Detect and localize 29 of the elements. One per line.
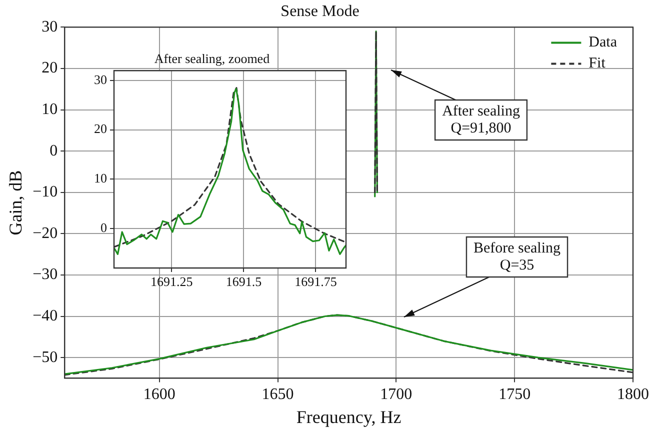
y-tick-label: 30 [42,18,58,36]
x-tick-label: 1600 [143,386,176,404]
y-tick-label: −10 [32,184,58,201]
annotation: Before sealing Q=35 [473,240,562,274]
legend-label: Data [588,34,618,51]
y-tick-label: −50 [32,348,58,366]
legend-label: Fit [588,56,606,72]
y-tick-label: 20 [42,60,58,77]
annotation: After sealing Q=91,800 [442,103,520,136]
y-tick-label: 10 [42,100,58,118]
x-tick-label: 1691.5 [226,274,262,290]
y-tick-label: 10 [94,170,107,186]
y-axis-title: Gain, dB [6,170,26,236]
y-tick-label: −40 [32,307,58,324]
y-tick-label: 30 [94,72,107,87]
x-tick-label: 1750 [498,386,531,404]
x-tick-label: 1691.75 [294,274,337,290]
x-tick-label: 1700 [380,386,412,404]
y-tick-label: 0 [100,220,107,235]
y-tick-label: −30 [32,266,58,284]
y-tick-label: 20 [94,121,107,136]
y-tick-label: 0 [50,142,58,160]
x-tick-label: 1691.25 [150,274,193,290]
chart-title: After sealing, zoomed [154,51,270,66]
x-tick-label: 1650 [262,386,294,404]
chart-title: Sense Mode [280,2,360,20]
y-tick-label: −20 [32,224,58,242]
x-axis-title: Frequency, Hz [296,406,402,427]
x-tick-label: 1800 [617,386,649,404]
